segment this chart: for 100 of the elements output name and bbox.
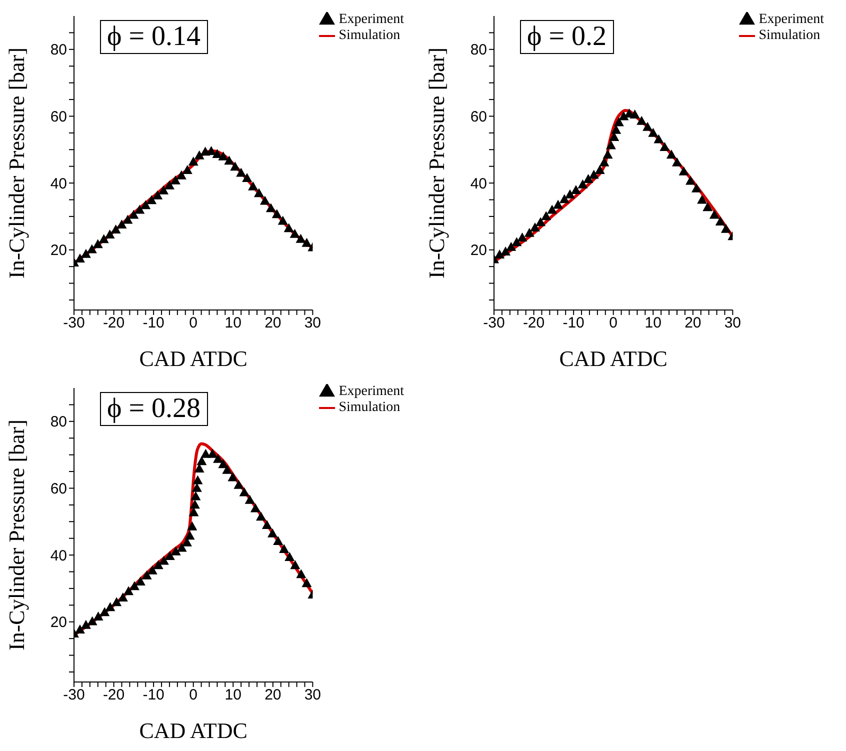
point <box>200 448 211 458</box>
x-tick-label: -10 <box>142 686 164 704</box>
point <box>290 560 300 570</box>
point <box>158 185 169 194</box>
line-series <box>74 442 313 637</box>
y-tick-label: 40 <box>50 547 67 564</box>
point <box>122 214 133 224</box>
point <box>190 500 200 509</box>
point <box>678 166 689 176</box>
x-tick-label: -10 <box>562 314 584 332</box>
point <box>236 168 246 177</box>
point <box>660 142 670 151</box>
point <box>234 480 244 489</box>
y-tick-label: 20 <box>50 242 67 260</box>
point <box>218 151 228 160</box>
x-tick-label: -30 <box>63 686 85 704</box>
point <box>140 200 151 210</box>
point <box>74 254 85 263</box>
point <box>272 209 282 218</box>
point <box>284 552 295 562</box>
point <box>686 176 696 185</box>
point <box>302 238 312 247</box>
point <box>268 528 278 538</box>
point <box>152 190 163 200</box>
point <box>296 234 306 243</box>
point <box>636 116 647 125</box>
point <box>296 569 306 578</box>
point <box>583 174 594 184</box>
annotation: ϕ = 0.2 <box>520 20 614 54</box>
y-tick-label: 60 <box>50 480 67 498</box>
point <box>158 556 169 565</box>
point <box>239 487 250 496</box>
x-tick-label: 0 <box>189 686 198 704</box>
point <box>279 544 290 554</box>
point <box>192 475 203 484</box>
point <box>212 148 222 158</box>
y-tick-label: 80 <box>50 414 67 431</box>
point <box>110 224 121 234</box>
x-tick-label: 10 <box>224 686 242 704</box>
point <box>142 570 152 580</box>
point <box>648 128 658 137</box>
point <box>194 150 204 160</box>
x-tick-label: -10 <box>142 314 164 332</box>
point <box>273 536 284 546</box>
point <box>248 181 258 190</box>
point <box>494 250 505 259</box>
point <box>222 464 232 474</box>
point <box>599 157 610 166</box>
point <box>188 507 199 516</box>
x-tick-label: 10 <box>644 314 662 332</box>
point <box>553 200 564 209</box>
x-tick-label: -20 <box>102 314 125 332</box>
point <box>284 223 294 232</box>
point <box>536 217 546 226</box>
point <box>116 219 127 228</box>
point <box>87 616 98 626</box>
legend-label: Experiment <box>758 12 824 28</box>
point <box>254 188 264 198</box>
legend-label: Experiment <box>338 12 404 28</box>
point <box>118 592 128 602</box>
y-tick-label: 40 <box>470 175 487 192</box>
point <box>228 472 238 482</box>
point <box>506 242 516 251</box>
point <box>153 560 164 570</box>
point <box>302 578 312 588</box>
x-tick-label: -30 <box>483 314 505 332</box>
point <box>256 512 266 521</box>
x-tick-label: -30 <box>63 314 85 332</box>
x-axis-title: CAD ATDC <box>559 346 668 371</box>
point <box>182 165 192 174</box>
y-axis-title: In-Cylinder Pressure [bar] <box>4 420 29 650</box>
point <box>697 194 708 204</box>
point <box>135 576 146 586</box>
point <box>262 520 272 529</box>
point <box>187 521 198 530</box>
point <box>541 211 552 220</box>
point <box>124 586 134 596</box>
y-tick-label: 60 <box>470 108 487 126</box>
point <box>512 237 522 246</box>
point <box>709 210 720 219</box>
point <box>224 156 234 165</box>
annotation: ϕ = 0.14 <box>100 20 208 54</box>
point <box>80 620 91 629</box>
x-tick-label: 0 <box>189 314 198 332</box>
x-tick-label: 0 <box>609 314 618 332</box>
point <box>672 157 682 166</box>
point <box>188 156 198 166</box>
point <box>105 602 116 612</box>
y-tick-label: 20 <box>470 242 487 260</box>
y-axis-title: In-Cylinder Pressure [bar] <box>424 48 449 278</box>
point <box>666 150 676 159</box>
point <box>260 196 270 205</box>
point <box>164 551 175 560</box>
x-axis-title: CAD ATDC <box>139 346 248 371</box>
point <box>642 122 653 131</box>
y-tick-label: 60 <box>50 108 67 126</box>
legend-label: Experiment <box>338 384 404 400</box>
point <box>564 189 575 198</box>
point <box>176 170 186 180</box>
point <box>190 491 201 500</box>
